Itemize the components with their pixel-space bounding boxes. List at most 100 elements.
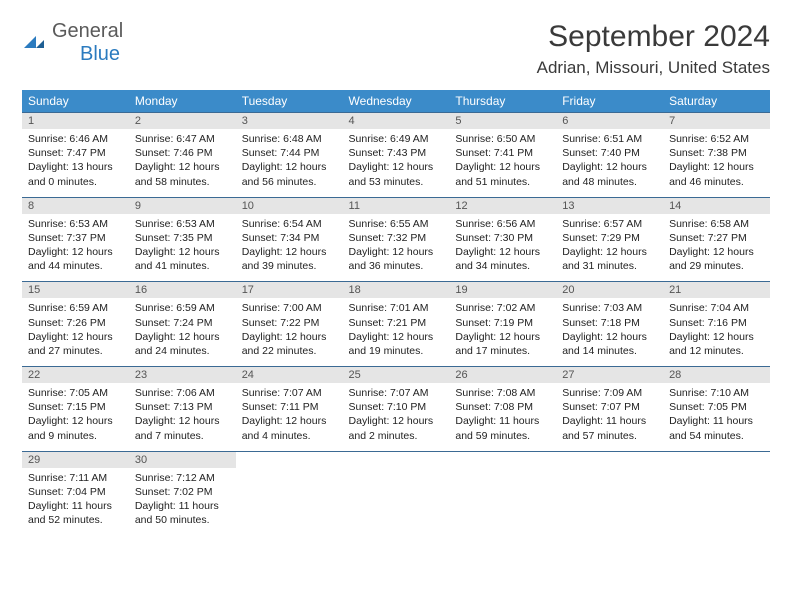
day-number: 23: [129, 367, 236, 383]
sunrise-line: Sunrise: 7:04 AM: [669, 301, 764, 315]
day-number: 28: [663, 367, 770, 383]
calendar-cell: [556, 451, 663, 535]
sunset-line: Sunset: 7:43 PM: [349, 146, 444, 160]
day-body: Sunrise: 7:04 AMSunset: 7:16 PMDaylight:…: [663, 298, 770, 366]
day-number: 19: [449, 282, 556, 298]
calendar-cell: 16Sunrise: 6:59 AMSunset: 7:24 PMDayligh…: [129, 282, 236, 367]
day-body: Sunrise: 6:59 AMSunset: 7:26 PMDaylight:…: [22, 298, 129, 366]
sunrise-line: Sunrise: 6:50 AM: [455, 132, 550, 146]
day-number: 21: [663, 282, 770, 298]
sunrise-line: Sunrise: 6:52 AM: [669, 132, 764, 146]
dayhead-wed: Wednesday: [343, 90, 450, 113]
sunrise-line: Sunrise: 7:05 AM: [28, 386, 123, 400]
daylight-line: Daylight: 12 hours and 36 minutes.: [349, 245, 444, 273]
daylight-line: Daylight: 12 hours and 22 minutes.: [242, 330, 337, 358]
calendar-cell: 25Sunrise: 7:07 AMSunset: 7:10 PMDayligh…: [343, 367, 450, 452]
calendar: Sunday Monday Tuesday Wednesday Thursday…: [22, 90, 770, 535]
sunrise-line: Sunrise: 7:07 AM: [349, 386, 444, 400]
day-header-row: Sunday Monday Tuesday Wednesday Thursday…: [22, 90, 770, 113]
day-number: 30: [129, 452, 236, 468]
calendar-cell: 11Sunrise: 6:55 AMSunset: 7:32 PMDayligh…: [343, 197, 450, 282]
day-number: 2: [129, 113, 236, 129]
sunrise-line: Sunrise: 6:57 AM: [562, 217, 657, 231]
daylight-line: Daylight: 12 hours and 48 minutes.: [562, 160, 657, 188]
sunset-line: Sunset: 7:04 PM: [28, 485, 123, 499]
day-body: Sunrise: 7:01 AMSunset: 7:21 PMDaylight:…: [343, 298, 450, 366]
day-body: Sunrise: 6:59 AMSunset: 7:24 PMDaylight:…: [129, 298, 236, 366]
sunrise-line: Sunrise: 7:06 AM: [135, 386, 230, 400]
dayhead-fri: Friday: [556, 90, 663, 113]
sunrise-line: Sunrise: 7:12 AM: [135, 471, 230, 485]
sunrise-line: Sunrise: 7:01 AM: [349, 301, 444, 315]
sunset-line: Sunset: 7:10 PM: [349, 400, 444, 414]
sunset-line: Sunset: 7:13 PM: [135, 400, 230, 414]
logo-blue: Blue: [80, 43, 120, 65]
calendar-cell: 18Sunrise: 7:01 AMSunset: 7:21 PMDayligh…: [343, 282, 450, 367]
calendar-cell: 9Sunrise: 6:53 AMSunset: 7:35 PMDaylight…: [129, 197, 236, 282]
sunrise-line: Sunrise: 7:11 AM: [28, 471, 123, 485]
day-body: Sunrise: 7:08 AMSunset: 7:08 PMDaylight:…: [449, 383, 556, 451]
sunrise-line: Sunrise: 7:02 AM: [455, 301, 550, 315]
day-body: Sunrise: 6:53 AMSunset: 7:35 PMDaylight:…: [129, 214, 236, 282]
daylight-line: Daylight: 11 hours and 52 minutes.: [28, 499, 123, 527]
daylight-line: Daylight: 12 hours and 12 minutes.: [669, 330, 764, 358]
sunset-line: Sunset: 7:24 PM: [135, 316, 230, 330]
calendar-cell: 14Sunrise: 6:58 AMSunset: 7:27 PMDayligh…: [663, 197, 770, 282]
sunset-line: Sunset: 7:26 PM: [28, 316, 123, 330]
daylight-line: Daylight: 12 hours and 34 minutes.: [455, 245, 550, 273]
day-body: Sunrise: 6:55 AMSunset: 7:32 PMDaylight:…: [343, 214, 450, 282]
daylight-line: Daylight: 13 hours and 0 minutes.: [28, 160, 123, 188]
day-number: 16: [129, 282, 236, 298]
sunset-line: Sunset: 7:46 PM: [135, 146, 230, 160]
day-number: 27: [556, 367, 663, 383]
daylight-line: Daylight: 12 hours and 4 minutes.: [242, 414, 337, 442]
day-number: 11: [343, 198, 450, 214]
day-number: 3: [236, 113, 343, 129]
day-body: Sunrise: 6:58 AMSunset: 7:27 PMDaylight:…: [663, 214, 770, 282]
daylight-line: Daylight: 12 hours and 39 minutes.: [242, 245, 337, 273]
day-body: Sunrise: 7:11 AMSunset: 7:04 PMDaylight:…: [22, 468, 129, 536]
daylight-line: Daylight: 12 hours and 46 minutes.: [669, 160, 764, 188]
sunset-line: Sunset: 7:29 PM: [562, 231, 657, 245]
sunset-line: Sunset: 7:05 PM: [669, 400, 764, 414]
calendar-cell: 15Sunrise: 6:59 AMSunset: 7:26 PMDayligh…: [22, 282, 129, 367]
day-body: Sunrise: 6:56 AMSunset: 7:30 PMDaylight:…: [449, 214, 556, 282]
sunset-line: Sunset: 7:32 PM: [349, 231, 444, 245]
calendar-cell: 5Sunrise: 6:50 AMSunset: 7:41 PMDaylight…: [449, 113, 556, 198]
calendar-cell: [236, 451, 343, 535]
sunset-line: Sunset: 7:38 PM: [669, 146, 764, 160]
sunset-line: Sunset: 7:47 PM: [28, 146, 123, 160]
day-number: 24: [236, 367, 343, 383]
day-body: Sunrise: 6:54 AMSunset: 7:34 PMDaylight:…: [236, 214, 343, 282]
sunset-line: Sunset: 7:15 PM: [28, 400, 123, 414]
calendar-cell: 30Sunrise: 7:12 AMSunset: 7:02 PMDayligh…: [129, 451, 236, 535]
daylight-line: Daylight: 12 hours and 2 minutes.: [349, 414, 444, 442]
calendar-cell: 3Sunrise: 6:48 AMSunset: 7:44 PMDaylight…: [236, 113, 343, 198]
daylight-line: Daylight: 11 hours and 54 minutes.: [669, 414, 764, 442]
daylight-line: Daylight: 12 hours and 44 minutes.: [28, 245, 123, 273]
month-title: September 2024: [537, 20, 770, 54]
sunrise-line: Sunrise: 6:53 AM: [135, 217, 230, 231]
sunset-line: Sunset: 7:08 PM: [455, 400, 550, 414]
day-number: 26: [449, 367, 556, 383]
sunrise-line: Sunrise: 6:48 AM: [242, 132, 337, 146]
day-number: 5: [449, 113, 556, 129]
dayhead-sun: Sunday: [22, 90, 129, 113]
sunset-line: Sunset: 7:27 PM: [669, 231, 764, 245]
sunset-line: Sunset: 7:40 PM: [562, 146, 657, 160]
day-number: 15: [22, 282, 129, 298]
logo-icon: [22, 30, 50, 57]
sunset-line: Sunset: 7:18 PM: [562, 316, 657, 330]
calendar-cell: [449, 451, 556, 535]
sunrise-line: Sunrise: 6:55 AM: [349, 217, 444, 231]
daylight-line: Daylight: 12 hours and 14 minutes.: [562, 330, 657, 358]
calendar-cell: 13Sunrise: 6:57 AMSunset: 7:29 PMDayligh…: [556, 197, 663, 282]
day-number: 18: [343, 282, 450, 298]
calendar-cell: 6Sunrise: 6:51 AMSunset: 7:40 PMDaylight…: [556, 113, 663, 198]
calendar-cell: 17Sunrise: 7:00 AMSunset: 7:22 PMDayligh…: [236, 282, 343, 367]
calendar-cell: 7Sunrise: 6:52 AMSunset: 7:38 PMDaylight…: [663, 113, 770, 198]
daylight-line: Daylight: 12 hours and 27 minutes.: [28, 330, 123, 358]
sunrise-line: Sunrise: 6:54 AM: [242, 217, 337, 231]
calendar-body: 1Sunrise: 6:46 AMSunset: 7:47 PMDaylight…: [22, 113, 770, 536]
day-number: 14: [663, 198, 770, 214]
